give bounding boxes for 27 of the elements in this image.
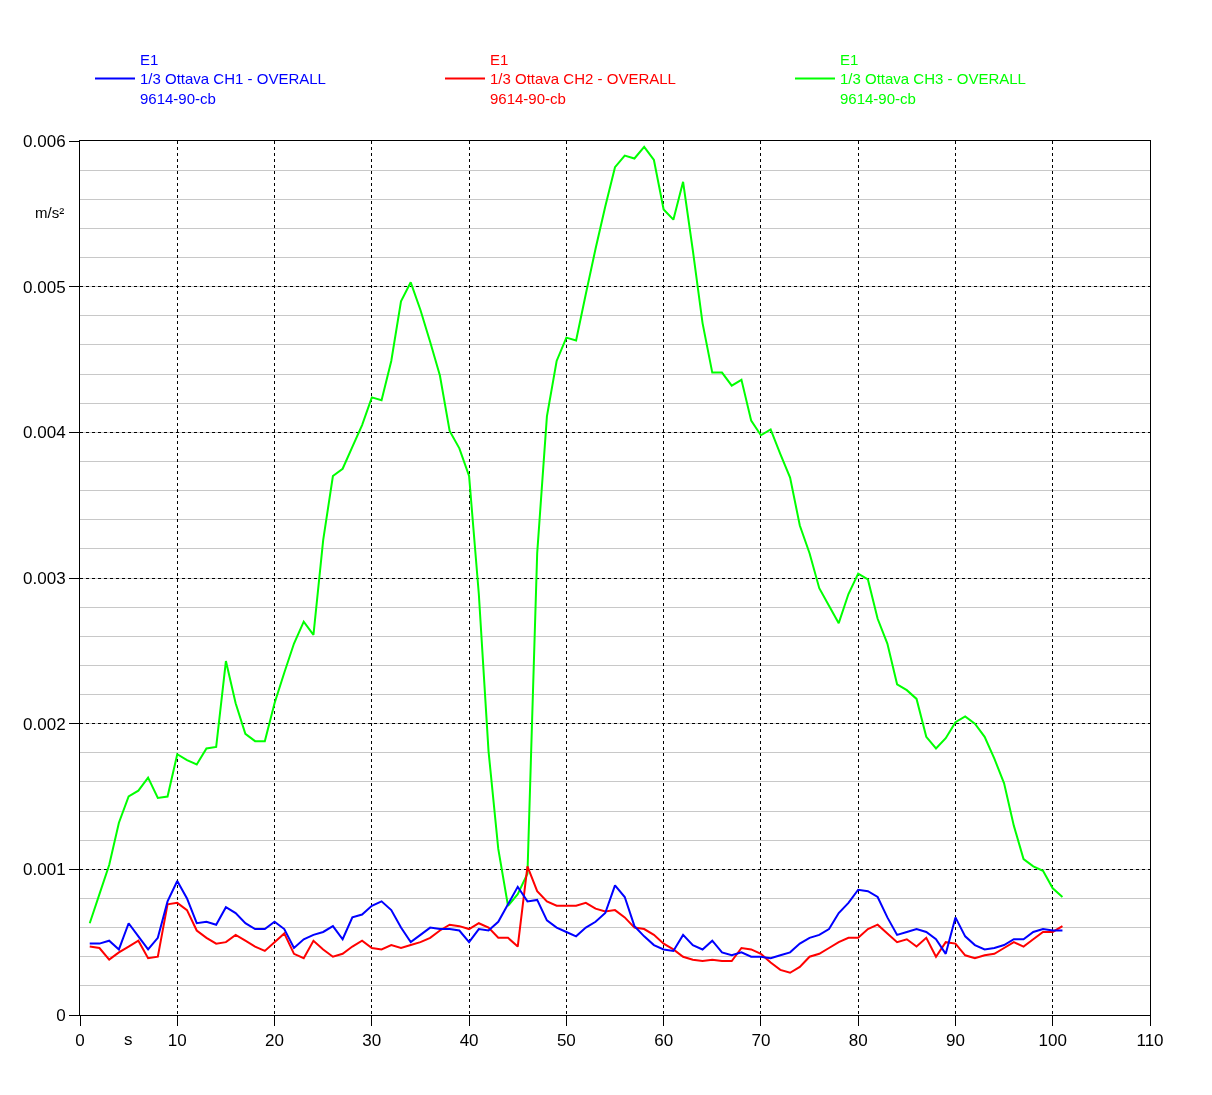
x-tick-label: 80 xyxy=(848,1031,868,1051)
x-tick-label: 90 xyxy=(945,1031,965,1051)
y-tick-label: 0.004 xyxy=(23,423,66,443)
y-axis-title: m/s² xyxy=(35,204,65,221)
x-tick-label: 10 xyxy=(167,1031,187,1051)
x-tick-label: 20 xyxy=(265,1031,285,1051)
y-tick-label: 0 xyxy=(56,1005,66,1025)
y-tick-label: 0.006 xyxy=(23,131,66,151)
y-tick-label: 0.002 xyxy=(23,714,66,734)
x-tick-label: 40 xyxy=(459,1031,479,1051)
x-tick-label: 0 xyxy=(75,1031,85,1051)
legend-label: E1 1/3 Ottava CH2 - OVERALL 9614-90-cb xyxy=(490,50,676,107)
y-tick-label: 0.003 xyxy=(23,568,66,588)
x-tick-label: 100 xyxy=(1038,1031,1067,1051)
x-tick-label: 70 xyxy=(751,1031,771,1051)
x-axis-title: s xyxy=(124,1030,133,1049)
line-series xyxy=(88,145,1064,925)
y-tick-label: 0.005 xyxy=(23,277,66,297)
x-tick-label: 50 xyxy=(556,1031,576,1051)
x-tick-label: 110 xyxy=(1136,1031,1164,1051)
y-tick-label: 0.001 xyxy=(23,860,66,880)
legend-label: E1 1/3 Ottava CH1 - OVERALL 9614-90-cb xyxy=(140,50,326,107)
legend-label: E1 1/3 Ottava CH3 - OVERALL 9614-90-cb xyxy=(840,50,1026,107)
line-series xyxy=(88,879,1064,960)
x-tick-label: 30 xyxy=(362,1031,382,1051)
line-series xyxy=(88,865,1064,974)
x-tick-label: 60 xyxy=(654,1031,674,1051)
